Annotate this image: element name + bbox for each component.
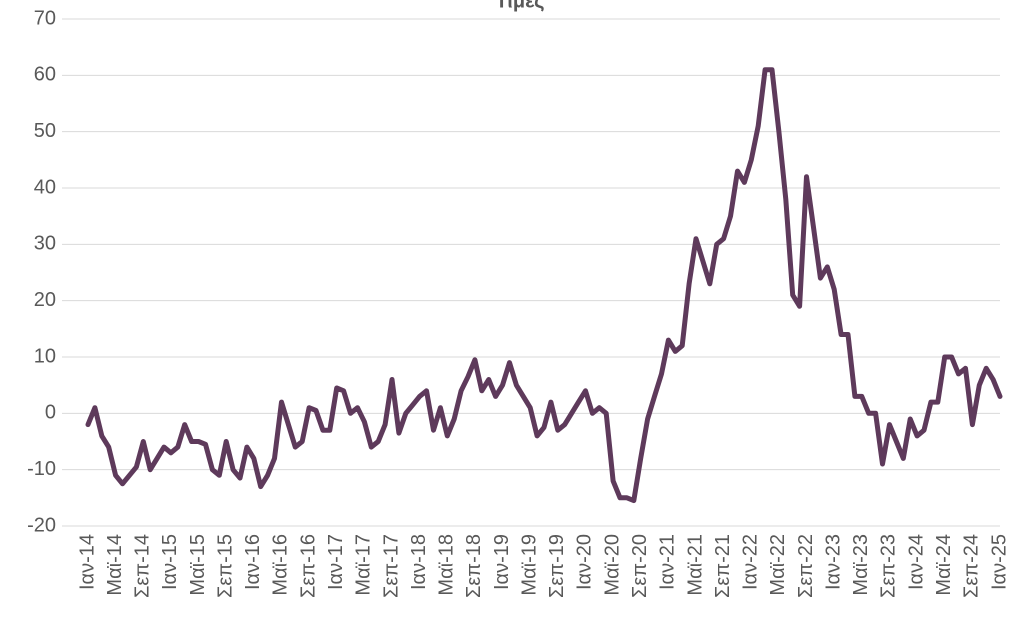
x-tick-label: Σεπ-15: [214, 534, 236, 598]
x-tick-label: Ιαν-17: [325, 534, 347, 590]
x-tick-label: Σεπ-19: [546, 534, 568, 598]
data-line: [85, 67, 1003, 504]
x-tick-label: Μαϊ-21: [684, 534, 706, 596]
x-tick-label: Σεπ-17: [380, 534, 402, 598]
x-tick-label: Ιαν-21: [657, 534, 679, 590]
x-tick-label: Σεπ-14: [132, 534, 154, 598]
x-tick-label: Σεπ-18: [463, 534, 485, 598]
y-tick-label: 10: [34, 345, 56, 367]
x-tick-label: Μαϊ-20: [601, 534, 623, 596]
y-tick-label: -20: [27, 514, 56, 536]
x-tick-label: Σεπ-16: [297, 534, 319, 598]
x-tick-label: Μαϊ-15: [187, 534, 209, 596]
chart-title: Τιμές: [495, 0, 544, 12]
y-tick-label: 30: [34, 233, 56, 255]
x-tick-label: Σεπ-21: [712, 534, 734, 598]
x-tick-label: Μαϊ-24: [933, 534, 955, 596]
x-tick-label: Μαϊ-23: [850, 534, 872, 596]
y-tick-label: 0: [45, 402, 56, 424]
x-tick-label: Μαϊ-18: [436, 534, 458, 596]
x-tick-label: Μαϊ-14: [104, 534, 126, 596]
x-tick-label: Ιαν-15: [159, 534, 181, 590]
y-tick-label: 20: [34, 289, 56, 311]
x-tick-label: Μαϊ-19: [518, 534, 540, 596]
y-tick-label: 70: [34, 7, 56, 29]
x-tick-label: Σεπ-23: [878, 534, 900, 598]
x-tick-label: Ιαν-23: [822, 534, 844, 590]
x-tick-label: Ιαν-18: [408, 534, 430, 590]
x-tick-label: Μαϊ-16: [270, 534, 292, 596]
x-tick-label: Σεπ-24: [961, 534, 983, 598]
y-tick-label: 40: [34, 176, 56, 198]
x-tick-label: Σεπ-22: [795, 534, 817, 598]
x-tick-label: Ιαν-14: [76, 534, 98, 590]
x-tick-label: Ιαν-25: [988, 534, 1010, 590]
x-tick-label: Ιαν-19: [491, 534, 513, 590]
y-tick-label: 50: [34, 120, 56, 142]
y-tick-label: -10: [27, 458, 56, 480]
x-tick-label: Ιαν-20: [574, 534, 596, 590]
x-tick-label: Μαϊ-22: [767, 534, 789, 596]
x-tick-label: Ιαν-16: [242, 534, 264, 590]
x-tick-label: Σεπ-20: [629, 534, 651, 598]
x-tick-label: Ιαν-24: [905, 534, 927, 590]
x-tick-label: Μαϊ-17: [353, 534, 375, 596]
y-tick-label: 60: [34, 64, 56, 86]
x-tick-label: Ιαν-22: [740, 534, 762, 590]
